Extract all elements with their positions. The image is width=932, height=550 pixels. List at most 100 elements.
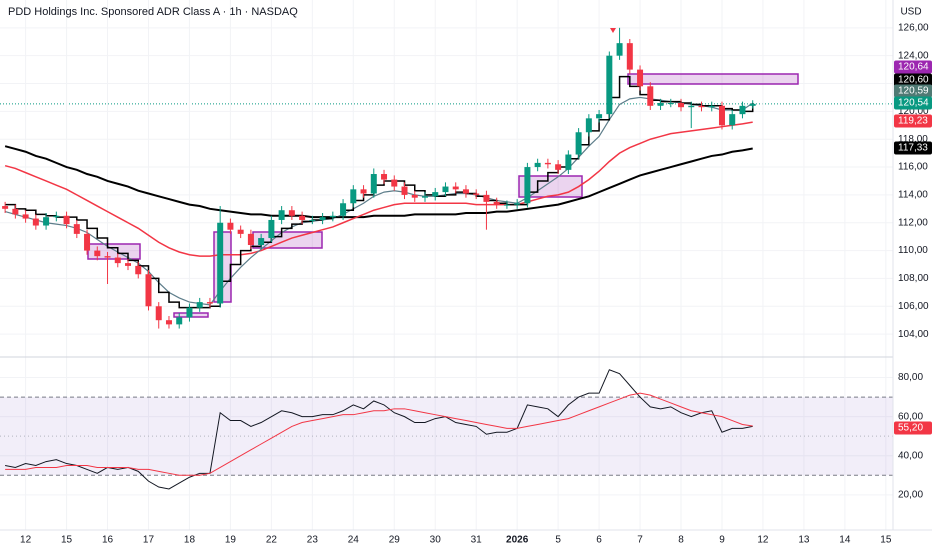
x-tick-label: 15 (880, 535, 892, 546)
candle-body (360, 189, 367, 194)
candle-body (534, 162, 541, 168)
candle-body (503, 204, 510, 206)
candle-body (268, 219, 275, 239)
price-label-box (894, 421, 932, 435)
candle-body (401, 186, 408, 195)
candle-body (196, 302, 203, 308)
candle-body (370, 174, 377, 194)
candle-body (462, 189, 469, 194)
x-tick-label: 23 (307, 535, 319, 546)
y-tick-label: 114,00 (898, 190, 928, 201)
candle-body (2, 206, 9, 209)
price-label-box (894, 114, 932, 128)
x-tick-label: 12 (20, 535, 32, 546)
candle-body (145, 274, 152, 307)
x-tick-label: 16 (102, 535, 114, 546)
x-tick-label: 31 (471, 535, 483, 546)
candle-body (739, 105, 746, 115)
candle-body (206, 302, 213, 304)
x-tick-label: 29 (389, 535, 401, 546)
indicator-line (5, 392, 753, 476)
candle-body (299, 215, 306, 220)
candle-body (637, 69, 644, 87)
y-tick-label: 110,00 (898, 245, 928, 256)
x-tick-label: 12 (757, 535, 769, 546)
price-label: 117,33 (898, 143, 928, 154)
candle-body (176, 317, 183, 325)
candle-body (288, 210, 295, 216)
candle-body (544, 162, 551, 165)
candle-body (411, 194, 418, 198)
candle-body (432, 192, 439, 197)
candle-body (626, 43, 633, 70)
candle-body (217, 222, 224, 304)
y-tick-label: 80,00 (898, 372, 923, 383)
x-tick-label: 13 (798, 535, 810, 546)
candle-body (647, 86, 654, 106)
y-tick-label: 116,00 (898, 162, 928, 173)
x-tick-label: 22 (266, 535, 278, 546)
background-layer (0, 0, 893, 530)
y-tick-label: 106,00 (898, 301, 929, 312)
candle-body (514, 203, 521, 205)
candle-body (329, 215, 336, 218)
candle-body (708, 105, 715, 108)
candle-body (381, 174, 388, 180)
rectangle-drawing[interactable] (87, 243, 141, 260)
candle-body (309, 219, 316, 221)
candle-body (84, 233, 91, 251)
rectangle-drawing[interactable] (627, 73, 799, 85)
candle-body (452, 186, 459, 190)
candle-body (94, 250, 101, 257)
y-tick-label: 120,00 (898, 106, 929, 117)
x-tick-label: 17 (143, 535, 155, 546)
price-label-box (894, 84, 932, 98)
candle-body (575, 132, 582, 155)
candle-body (657, 103, 664, 106)
candle-body (258, 238, 265, 246)
currency-label[interactable]: USD (900, 7, 921, 18)
candle-body (391, 179, 398, 187)
x-tick-label: 9 (719, 535, 725, 546)
price-label-box (894, 141, 932, 155)
x-tick-label: 19 (225, 535, 237, 546)
candle-body (247, 233, 254, 246)
signal-marker (610, 28, 616, 33)
candle-body (227, 222, 234, 230)
price-label: 120,64 (898, 62, 929, 73)
candle-body (749, 103, 756, 106)
candle-body (278, 210, 285, 220)
x-tick-label: 2026 (506, 535, 529, 546)
candle-body (729, 114, 736, 126)
candle-body (555, 164, 562, 170)
indicator-line (4, 96, 754, 306)
candle-body (237, 229, 244, 234)
indicator-line (5, 75, 754, 309)
y-tick-label: 124,00 (898, 50, 929, 61)
y-tick-label: 112,00 (898, 217, 928, 228)
candle-body (319, 217, 326, 220)
candle-body (616, 43, 623, 56)
candle-body (22, 214, 29, 219)
candle-body (698, 105, 705, 108)
candle-body (104, 256, 111, 258)
y-tick-label: 118,00 (898, 134, 928, 145)
candle-body (606, 55, 613, 115)
y-tick-label: 104,00 (898, 329, 929, 340)
candle-body (688, 105, 695, 108)
candle-body (718, 105, 725, 126)
candle-body (165, 320, 172, 325)
axis-layer: 126,00124,00122,00120,00118,00116,00114,… (20, 22, 932, 546)
candle-body (473, 193, 480, 195)
candle-body (350, 189, 357, 204)
rsi-band (0, 397, 893, 476)
price-label-box (894, 60, 932, 74)
y-tick-label: 40,00 (898, 450, 923, 461)
price-label: 55,20 (898, 423, 923, 434)
x-tick-label: 7 (637, 535, 643, 546)
candle-body (524, 167, 531, 204)
candle-body (73, 224, 80, 234)
candle-body (596, 114, 603, 119)
y-tick-label: 20,00 (898, 489, 923, 500)
